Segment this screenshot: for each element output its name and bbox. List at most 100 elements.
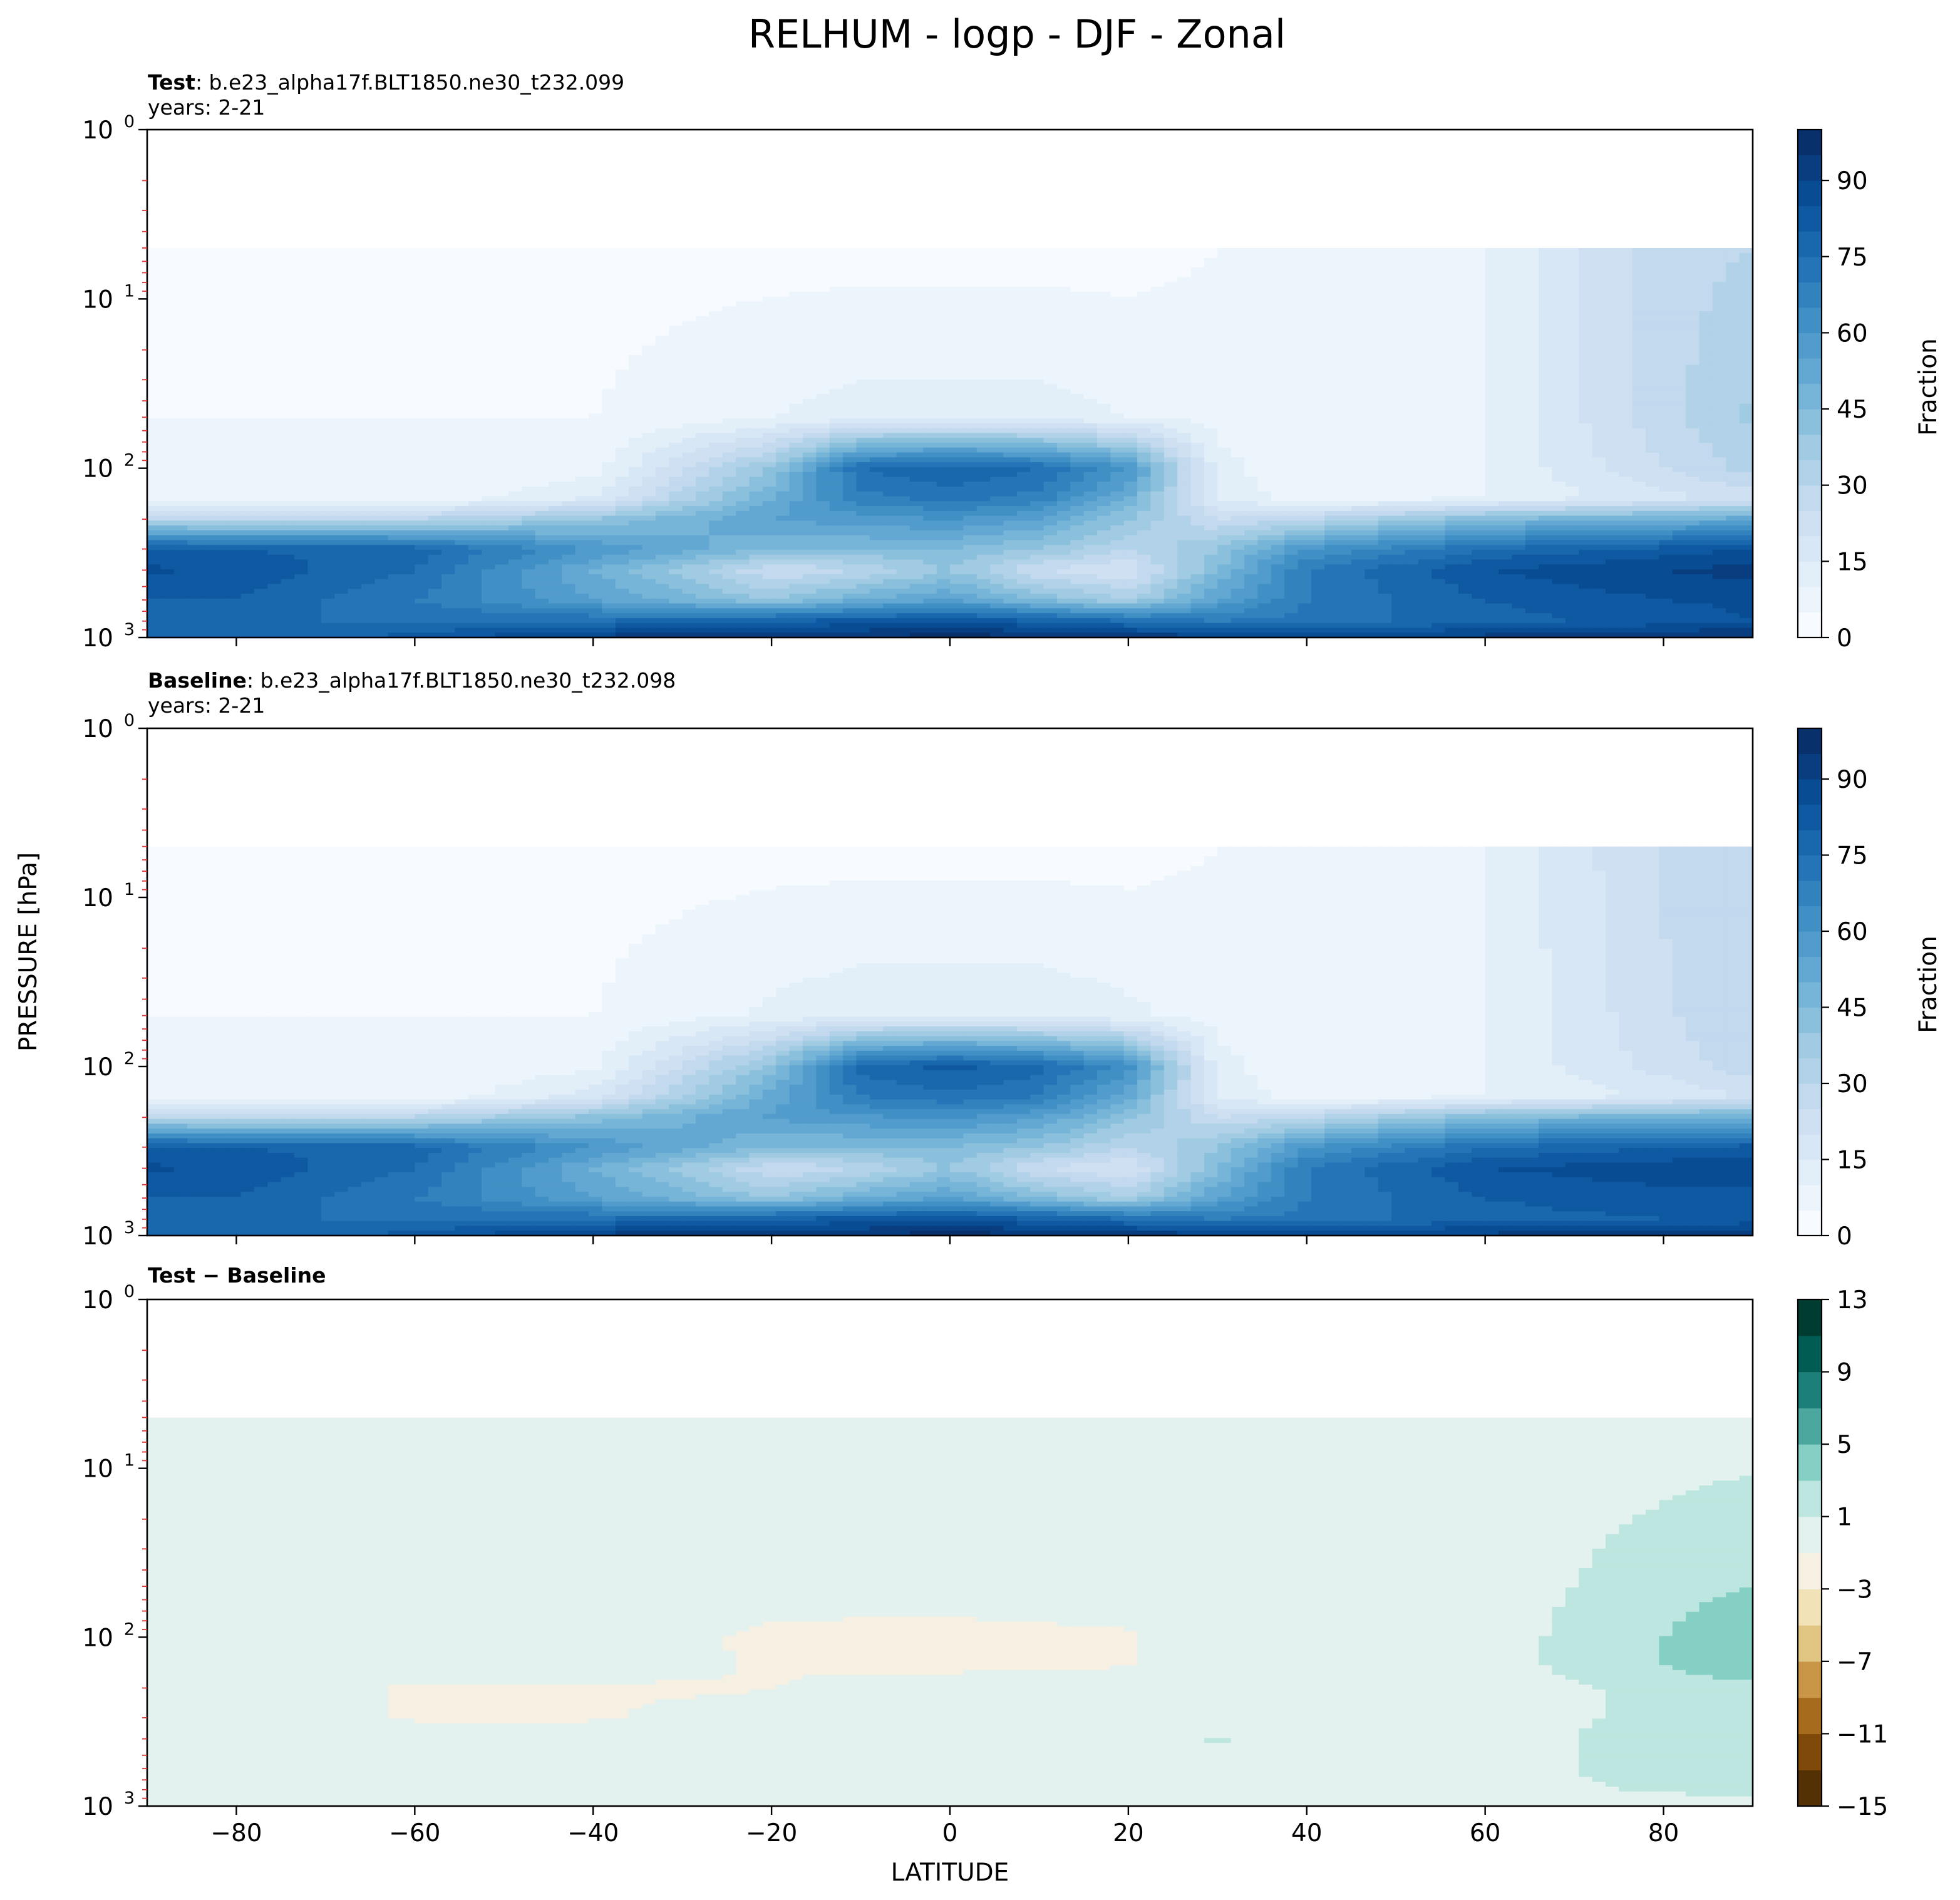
contour-cell bbox=[388, 291, 402, 297]
contour-cell bbox=[1150, 267, 1165, 273]
contour-cell bbox=[294, 413, 309, 419]
contour-cell bbox=[963, 272, 977, 278]
contour-cell bbox=[1378, 403, 1392, 410]
contour-cell bbox=[1391, 291, 1406, 297]
contour-cell bbox=[736, 369, 750, 375]
contour-cell bbox=[1726, 413, 1740, 419]
contour-cell bbox=[1217, 442, 1232, 448]
contour-cell bbox=[1646, 257, 1660, 264]
contour-cell bbox=[856, 428, 870, 434]
contour-cell bbox=[281, 403, 295, 410]
contour-cell bbox=[1230, 359, 1245, 366]
contour-cell bbox=[829, 335, 843, 341]
contour-cell bbox=[468, 287, 482, 292]
contour-cell bbox=[1190, 374, 1205, 380]
contour-cell bbox=[1498, 389, 1513, 395]
contour-cell bbox=[1030, 311, 1044, 317]
contour-cell bbox=[1284, 272, 1299, 278]
contour-cell bbox=[936, 262, 951, 268]
contour-cell bbox=[562, 379, 576, 385]
contour-cell bbox=[869, 350, 884, 356]
contour-cell bbox=[348, 257, 362, 264]
contour-cell bbox=[1244, 262, 1259, 268]
contour-cell bbox=[1150, 403, 1165, 410]
contour-cell bbox=[642, 247, 656, 254]
contour-cell bbox=[334, 423, 349, 429]
contour-cell bbox=[267, 262, 282, 268]
contour-cell bbox=[749, 413, 763, 419]
contour-cell bbox=[1190, 326, 1205, 331]
contour-cell bbox=[482, 428, 496, 434]
contour-cell bbox=[1378, 306, 1392, 312]
contour-cell bbox=[1565, 408, 1580, 415]
contour-cell bbox=[1539, 306, 1553, 312]
contour-cell bbox=[1726, 247, 1740, 254]
contour-cell bbox=[1552, 267, 1566, 273]
contour-cell bbox=[950, 311, 964, 317]
contour-cell bbox=[535, 277, 549, 283]
contour-cell bbox=[254, 413, 269, 419]
contour-cell bbox=[749, 267, 763, 273]
contour-cell bbox=[348, 413, 362, 419]
contour-cell bbox=[1605, 413, 1620, 419]
contour-cell bbox=[1739, 379, 1753, 385]
contour-cell bbox=[575, 311, 589, 317]
contour-cell bbox=[240, 413, 255, 419]
contour-cell bbox=[1150, 428, 1165, 434]
contour-cell bbox=[227, 364, 242, 371]
contour-cell bbox=[789, 311, 803, 317]
contour-cell bbox=[334, 247, 349, 254]
contour-cell bbox=[495, 350, 509, 356]
contour-cell bbox=[1539, 316, 1553, 322]
contour-cell bbox=[455, 282, 469, 287]
contour-cell bbox=[374, 399, 389, 405]
contour-cell bbox=[1150, 326, 1165, 331]
contour-cell bbox=[802, 252, 817, 259]
contour-cell bbox=[1016, 433, 1031, 439]
contour-cell bbox=[1284, 331, 1299, 336]
contour-cell bbox=[762, 379, 777, 385]
contour-cell bbox=[415, 428, 429, 434]
contour-cell bbox=[173, 374, 188, 380]
contour-cell bbox=[254, 433, 269, 439]
contour-cell bbox=[1150, 369, 1165, 375]
contour-cell bbox=[1137, 262, 1152, 268]
contour-cell bbox=[321, 384, 335, 390]
contour-cell bbox=[589, 399, 603, 405]
contour-cell bbox=[1646, 272, 1660, 278]
contour-cell bbox=[1257, 438, 1272, 443]
contour-cell bbox=[1177, 413, 1192, 419]
contour-cell bbox=[789, 379, 803, 385]
contour-cell bbox=[1364, 277, 1379, 283]
contour-cell bbox=[1297, 311, 1312, 317]
contour-cell bbox=[1016, 364, 1031, 371]
contour-cell bbox=[629, 369, 643, 375]
contour-cell bbox=[468, 345, 482, 351]
contour-cell bbox=[1726, 355, 1740, 361]
contour-cell bbox=[160, 272, 175, 278]
contour-cell bbox=[1712, 316, 1727, 322]
contour-cell bbox=[495, 442, 509, 448]
contour-cell bbox=[535, 384, 549, 390]
contour-cell bbox=[602, 355, 616, 361]
contour-cell bbox=[589, 438, 603, 443]
contour-cell bbox=[321, 296, 335, 302]
contour-cell bbox=[495, 374, 509, 380]
contour-cell bbox=[1150, 335, 1165, 341]
contour-cell bbox=[789, 306, 803, 312]
contour-cell bbox=[963, 355, 977, 361]
contour-cell bbox=[1324, 418, 1339, 424]
contour-cell bbox=[1539, 394, 1553, 400]
contour-cell bbox=[1244, 350, 1259, 356]
contour-cell bbox=[1043, 252, 1058, 259]
contour-cell bbox=[1271, 267, 1285, 273]
contour-cell bbox=[549, 340, 563, 346]
contour-cell bbox=[1659, 267, 1673, 273]
contour-cell bbox=[200, 311, 215, 317]
contour-cell bbox=[1137, 301, 1152, 307]
contour-cell bbox=[254, 399, 269, 405]
contour-cell bbox=[829, 447, 843, 453]
contour-cell bbox=[1699, 277, 1713, 283]
contour-cell bbox=[1391, 287, 1406, 292]
contour-cell bbox=[388, 277, 402, 283]
